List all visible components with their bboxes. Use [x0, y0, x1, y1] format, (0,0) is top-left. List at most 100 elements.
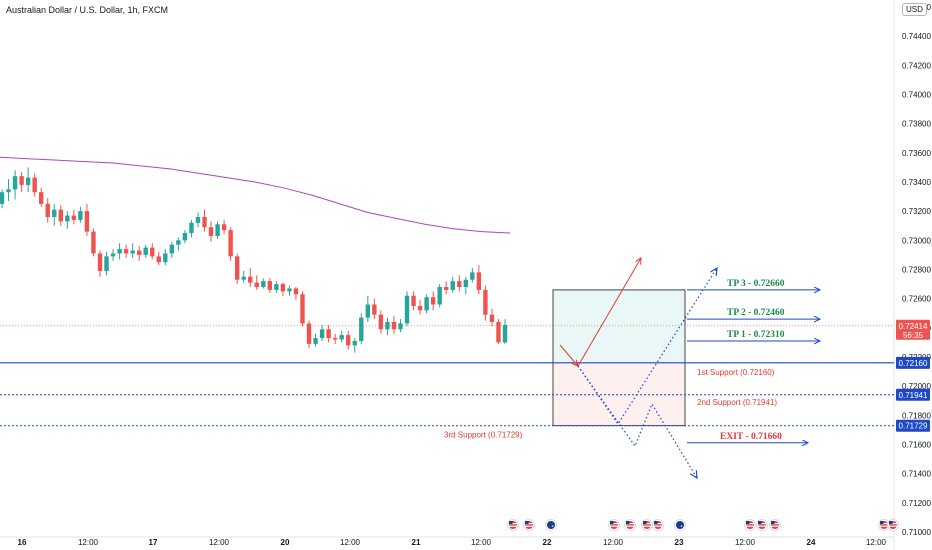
candle-body [444, 287, 449, 290]
candle-body [404, 295, 410, 324]
support-label: 3rd Support (0.71729) [444, 431, 523, 440]
event-flag-canton [880, 521, 884, 524]
candle-body [97, 253, 103, 271]
candle-body [136, 250, 142, 255]
event-flag-star [551, 525, 554, 527]
event-flag-stripe [654, 525, 662, 527]
price-tag [896, 388, 930, 401]
candle-body [352, 340, 357, 346]
y-tick-label: 0.71000 [902, 528, 931, 537]
x-tick-label: 24 [807, 538, 816, 547]
y-tick-label: 0.72800 [902, 266, 931, 275]
candle-body [241, 276, 246, 280]
candle-body [19, 176, 24, 185]
y-tick-label: 0.73000 [902, 236, 931, 245]
event-flag-stripe [643, 525, 651, 527]
candle-body [117, 249, 122, 254]
profit-zone [553, 289, 685, 363]
bar-countdown: 56:35 [903, 331, 924, 340]
price-tag-label: 0.72160 [899, 359, 928, 368]
candle-body [261, 281, 266, 287]
candle-body [287, 288, 292, 292]
event-flag-stripe [889, 523, 897, 525]
candle-body [470, 272, 475, 280]
event-flag-canton [610, 521, 614, 524]
tp-label: TP 3 - 0.72660 [727, 279, 785, 289]
candle-body [156, 256, 161, 263]
event-flag-icon [641, 519, 653, 531]
candle-body [202, 217, 207, 228]
candle-body [483, 289, 488, 315]
event-flag-fill [676, 521, 684, 529]
event-flag-icon [744, 519, 756, 531]
position-box [552, 289, 686, 427]
event-flag-stripe [525, 523, 533, 525]
event-flag-stripe [771, 525, 779, 527]
event-flag-stripe [654, 523, 662, 525]
candle-body [248, 276, 253, 283]
candle-body [78, 211, 83, 220]
event-flag-canton [643, 521, 647, 524]
event-flag-stripe [610, 525, 618, 527]
event-flag-icon [624, 519, 636, 531]
risk-zone [553, 362, 685, 426]
currency-badge[interactable]: USD [902, 3, 927, 16]
event-flag-icon [878, 519, 890, 531]
event-flag-canton [889, 521, 893, 524]
x-tick-label: 20 [281, 538, 290, 547]
current-price-value: 0.72414 [899, 322, 928, 331]
candle-body [463, 279, 469, 287]
candle-body [12, 176, 18, 190]
candle-body [58, 209, 63, 222]
x-tick-label: 12:00 [735, 538, 756, 547]
candle-body [496, 322, 501, 343]
event-flag-stripe [889, 525, 897, 527]
x-tick-label: 12:00 [340, 538, 361, 547]
candle-body [52, 209, 57, 217]
y-tick-label: 0.71200 [902, 499, 931, 508]
support-label: 2nd Support (0.71941) [697, 398, 777, 407]
y-tick-label: 0.72000 [902, 382, 931, 391]
tp-label: TP 1 - 0.72310 [727, 330, 785, 340]
candle-body [385, 322, 390, 330]
x-tick-label: 22 [543, 538, 552, 547]
x-tick-label: 12:00 [603, 538, 624, 547]
event-flag-icon [608, 519, 620, 531]
candle-body [25, 177, 31, 185]
candle-body [424, 297, 429, 311]
event-flag-stripe [880, 525, 888, 527]
y-tick-label: 0.73200 [902, 207, 931, 216]
event-flag-icon [523, 519, 535, 531]
candle-body [234, 256, 240, 280]
exit-label: EXIT - 0.71660 [720, 432, 782, 442]
event-flag-icon [769, 519, 781, 531]
candle-body [502, 324, 508, 343]
candle-body [450, 281, 455, 290]
candle-body [84, 211, 90, 232]
event-flag-stripe [771, 523, 779, 525]
event-flag-canton [746, 521, 750, 524]
chart-title: Australian Dollar / U.S. Dollar, 1h, FXC… [6, 5, 169, 15]
candle-body [163, 253, 168, 263]
event-flag-stripe [758, 525, 766, 527]
candle-body [274, 284, 279, 290]
event-flag-stripe [746, 525, 754, 527]
y-tick-label: 0.74200 [902, 61, 931, 70]
x-tick-label: 12:00 [209, 538, 230, 547]
event-flag-stripe [610, 523, 618, 525]
candle-body [417, 305, 423, 311]
event-flag-stripe [509, 525, 517, 527]
x-tick-label: 21 [412, 538, 421, 547]
candle-body [391, 322, 397, 330]
event-flag-stripe [509, 523, 517, 525]
candle-body [437, 287, 442, 305]
event-flag-icon [507, 519, 519, 531]
x-tick-label: 17 [149, 538, 158, 547]
y-tick-label: 0.73400 [902, 178, 931, 187]
candle-body [169, 244, 175, 254]
candle-body [104, 256, 109, 271]
candle-body [208, 227, 214, 236]
candle-body [359, 317, 364, 341]
candle-body [45, 203, 50, 217]
